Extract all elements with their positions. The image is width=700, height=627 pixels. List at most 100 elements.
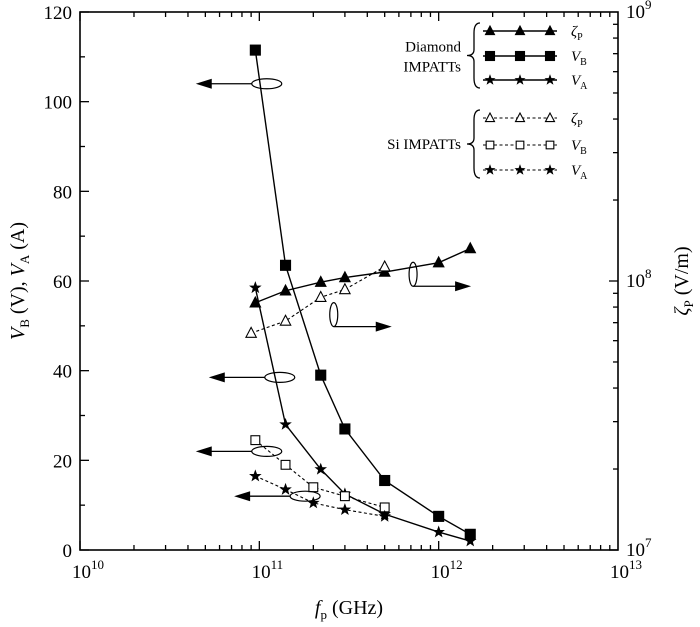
legend-group-label: Diamond [405, 40, 461, 56]
annotation-arrow [329, 302, 392, 332]
data-point [279, 417, 292, 430]
y-left-tick-label: 40 [53, 362, 72, 383]
data-point [245, 326, 258, 338]
legend-marker [514, 74, 526, 85]
legend-marker [544, 74, 556, 85]
data-point [279, 314, 292, 326]
x-tick-label: 1012 [431, 557, 463, 583]
arrow-head [375, 321, 392, 332]
data-point [314, 290, 327, 302]
legend-marker [484, 111, 496, 123]
legend-entry-label: VB [571, 138, 587, 157]
arrow-head [234, 491, 251, 502]
y-right-tick-label: 107 [626, 535, 652, 561]
annotation-arrow [195, 78, 283, 90]
data-point [379, 474, 391, 487]
data-point [279, 482, 292, 495]
data-point [338, 282, 352, 295]
arrow-head [195, 78, 212, 89]
legend-marker [485, 140, 495, 150]
y-left-tick-label: 100 [44, 93, 73, 114]
x-axis-title: fp (GHz) [315, 597, 383, 622]
y-left-tick-label: 120 [44, 3, 73, 24]
data-point [314, 275, 327, 287]
data-point [378, 259, 391, 272]
legend-entry-label: VA [571, 163, 588, 182]
data-point [314, 462, 328, 475]
y-left-tick-label: 80 [53, 182, 72, 203]
annotation-arrow [208, 371, 296, 383]
annotation-layer [195, 78, 472, 502]
data-point [279, 259, 292, 271]
legend-marker [514, 111, 526, 123]
legend-marker [544, 111, 556, 123]
legend-marker [484, 74, 496, 85]
annotation-arrow [234, 490, 321, 502]
data-point [339, 423, 351, 435]
data-point [249, 44, 261, 56]
legend-group-1: Si IMPATTs ζP VB VA [387, 109, 588, 182]
legend-group-label: IMPATTs [403, 60, 461, 76]
y-left-tick-label: 20 [53, 451, 72, 472]
axis-ticks [79, 11, 618, 551]
series-line [254, 287, 471, 542]
legend-marker [484, 24, 496, 36]
series-layer [245, 44, 477, 547]
series-4 [250, 435, 390, 513]
series-1 [249, 44, 476, 540]
annotation-ellipse [264, 371, 296, 383]
data-point [315, 369, 327, 381]
series-line [254, 439, 385, 508]
x-tick-label: 1013 [610, 557, 642, 583]
annotation-ellipse [329, 302, 339, 328]
data-point [432, 525, 445, 538]
legend-marker [514, 50, 526, 62]
data-point [378, 509, 391, 522]
legend-group-0: Diamond IMPATTs ζP VB VA [403, 22, 588, 92]
legend-marker [514, 164, 526, 175]
data-point [433, 510, 445, 522]
arrow-head [208, 372, 225, 383]
data-point [249, 281, 262, 294]
data-point [280, 459, 291, 470]
y-left-tick-label: 0 [63, 541, 73, 562]
legend-marker [484, 50, 496, 62]
legend-entry-label: ζP [571, 24, 583, 43]
y-right-tick-label: 109 [626, 0, 652, 23]
arrow-head [455, 281, 472, 292]
data-point [308, 482, 319, 493]
series-0 [249, 241, 477, 308]
legend-entry-label: ζP [571, 111, 583, 130]
series-3 [245, 259, 391, 338]
annotation-arrow [195, 445, 283, 457]
annotation-ellipse [251, 445, 283, 457]
legend-marker [544, 50, 556, 62]
legend-marker [544, 24, 556, 36]
data-point [463, 534, 477, 547]
legend-marker [514, 24, 526, 36]
y-left-tick-label: 60 [53, 272, 72, 293]
y-right-tick-label: 108 [626, 266, 652, 292]
arrow-head [195, 446, 212, 457]
legend-marker [544, 164, 556, 175]
legend-brace [466, 22, 481, 89]
x-tick-label: 1011 [252, 557, 284, 583]
annotation-ellipse [251, 78, 283, 90]
x-tick-label: 1010 [72, 557, 104, 583]
legend-group-label: Si IMPATTs [387, 137, 461, 153]
data-point [338, 270, 352, 283]
legend-entry-label: VB [571, 49, 587, 68]
data-point [432, 255, 445, 268]
series-line [255, 475, 385, 517]
legend-marker [515, 140, 525, 150]
data-point [338, 503, 352, 515]
annotation-ellipse [408, 261, 418, 287]
legend-brace [466, 109, 481, 179]
annotation-ellipse [289, 490, 321, 502]
data-point [339, 491, 350, 502]
data-point [249, 469, 262, 482]
legend: Diamond IMPATTs ζP VB VA Si IMPATTs ζP VB VA [387, 22, 588, 182]
data-point [279, 283, 292, 296]
y-right-axis-title: ζP (V/m) [671, 246, 696, 315]
